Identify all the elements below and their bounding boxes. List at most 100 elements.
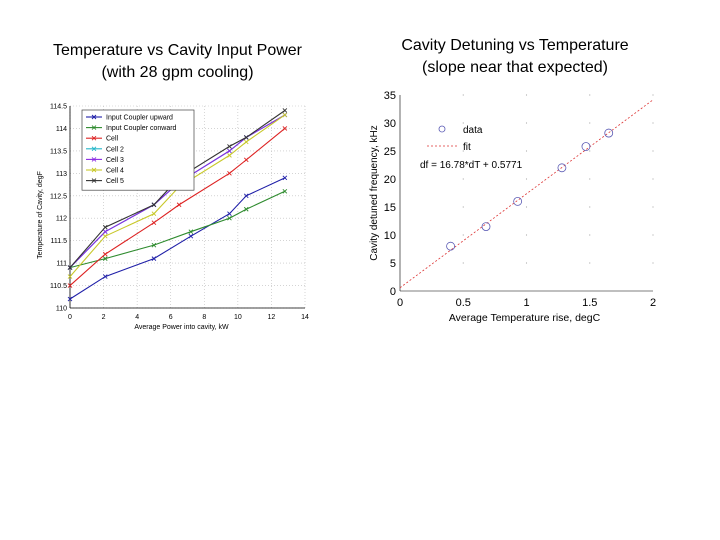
right-grid-dot [589,94,591,96]
left-data-point [227,215,232,221]
left-data-point [151,211,157,217]
right-y-tick-label: 25 [384,146,396,158]
left-x-tick-label: 6 [169,314,173,321]
left-x-tick-label: 2 [102,314,106,321]
left-data-point [102,229,108,235]
left-data-point [282,112,288,118]
left-y-tick-label: 114.5 [50,104,67,111]
left-y-tick-label: 114 [56,126,67,133]
right-y-tick-label: 0 [390,286,396,298]
right-x-tick-label: 1 [523,297,529,309]
left-data-point [282,188,288,194]
right-legend-data-label: data [463,125,483,136]
left-data-point [282,175,288,181]
right-grid-dot [652,262,654,264]
left-y-tick-label: 113 [56,171,67,178]
left-x-tick-label: 4 [135,314,139,321]
left-data-point [243,139,249,145]
left-legend-box [81,109,195,191]
left-data-point [102,224,108,230]
right-grid-dot [589,178,591,180]
right-grid-dot [525,122,528,124]
right-grid-dot [525,262,528,264]
right-grid-dot [525,150,528,152]
right-grid-dot [589,122,591,124]
left-legend-marker [91,157,97,162]
left-data-point [176,202,182,208]
left-legend-label: Cell 3 [106,157,124,164]
left-data-point [227,153,232,158]
right-x-axis-label: Average Temperature rise, degC [449,312,601,324]
left-chart-title-line1: Temperature vs Cavity Input Power [53,42,302,59]
right-y-tick-label: 35 [384,90,396,102]
right-chart-title-line2: (slope near that expected) [422,59,608,76]
right-grid-dot [589,262,591,264]
left-data-point [67,265,73,270]
left-data-point [188,233,194,239]
right-chart-title-line1: Cavity Detuning vs Temperature [401,37,629,54]
left-data-point [243,193,249,199]
left-legend-marker [91,114,97,120]
right-legend-fit-label: fit [463,142,471,153]
right-fit-equation: df = 16.78*dT + 0.5771 [420,160,523,171]
right-grid-dot [462,150,464,152]
left-data-point [243,157,249,163]
right-x-tick-label: 2 [650,297,656,309]
right-grid-dot [525,94,528,96]
right-x-tick-label: 0.5 [456,297,471,309]
left-legend-label: Input Coupler upward [106,115,173,122]
left-legend-label: Cell 5 [106,178,124,185]
left-chart-title-line2: (with 28 gpm cooling) [101,64,254,81]
right-grid-dot [525,178,528,180]
right-grid-dot [462,234,464,236]
left-data-point [102,256,108,261]
left-y-axis-label: Temperature of Cavity, degF [37,171,44,259]
left-legend-marker [91,135,97,141]
right-grid-dot [652,122,654,124]
right-grid-dot [462,122,464,124]
left-legend-label: Cell [106,136,119,143]
left-data-point [282,108,288,113]
right-data-point [513,196,523,206]
right-grid-dot [652,94,654,96]
right-grid-dot [462,178,464,180]
left-data-point [243,135,249,140]
right-data-point [446,241,456,251]
right-y-tick-label: 5 [390,258,396,270]
left-data-point [243,206,249,212]
left-data-point [151,242,157,248]
left-x-tick-label: 12 [268,314,276,321]
right-grid-dot [462,206,464,208]
left-x-axis-label: Average Power into cavity, kW [134,324,229,331]
left-chart: 0 2 4 6 8 10 12 14 110 110.5 111 111.5 112 112.5 113 11… [37,104,309,332]
left-data-point [188,229,194,235]
right-data-point [581,142,591,151]
left-y-tick-label: 111.5 [51,238,68,245]
right-grid-dot [652,234,654,236]
left-y-tick-label: 110 [56,306,67,313]
left-y-tick-label: 110.5 [50,283,67,290]
right-chart-title: Cavity Detuning vs Temperature (slope ne… [365,35,665,79]
right-grid-dot [652,206,654,208]
left-legend-label: Cell 4 [106,168,124,175]
left-y-tick-label: 112 [56,216,67,223]
right-grid-dot [525,206,528,208]
left-legend-marker [91,125,97,130]
right-grid-dot [462,262,464,264]
left-data-point [151,256,157,261]
left-data-point [102,251,108,257]
right-y-tick-label: 20 [384,174,396,186]
right-data-point [481,222,491,232]
right-y-tick-label: 10 [384,230,396,242]
left-data-point [102,274,108,279]
left-legend-marker [91,178,97,183]
left-data-point [227,211,232,217]
left-data-point [151,220,157,226]
left-legend-marker [91,167,97,173]
left-data-point [67,283,73,288]
left-legend-marker [91,146,97,152]
left-legend-label: Cell 2 [106,146,124,153]
left-data-point [151,202,157,208]
right-x-tick-label: 1.5 [582,297,597,309]
